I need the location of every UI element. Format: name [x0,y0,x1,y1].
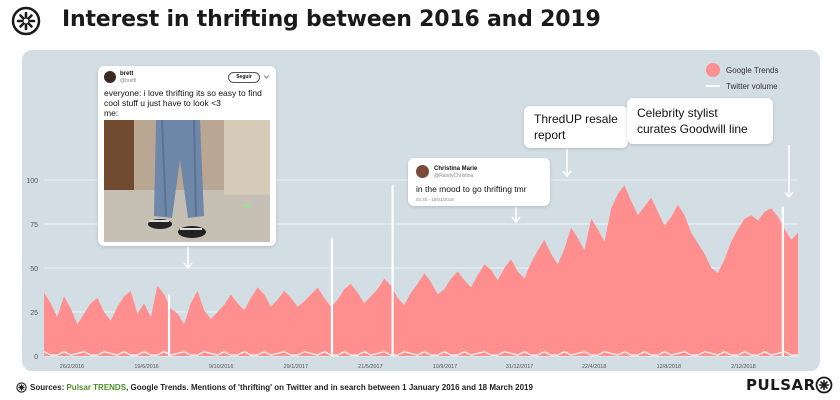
x-tick-label: 22/4/2018 [582,364,606,370]
footer-rest: , Google Trends. Mentions of 'thrifting'… [126,383,533,392]
footer-prefix: Sources: [30,383,65,392]
x-tick-label: 29/1/2017 [284,364,308,370]
callout-celebrity-text: Celebrity stylist curates Goodwill line [637,105,748,137]
callout-line: ThredUP resale [534,112,618,126]
x-tick-label: 26/2/2016 [60,364,84,370]
header: Interest in thrifting between 2016 and 2… [0,0,840,44]
callout-celebrity: Celebrity stylist curates Goodwill line [627,98,773,144]
tweet-timestamp: 04:40 - 15/01/2018 [416,197,454,202]
google-trends-area [44,185,798,356]
x-tick-label: 2/12/2018 [731,364,755,370]
avatar [104,71,116,83]
callout-line: report [534,128,566,142]
y-tick-label: 25 [30,310,38,317]
follow-button[interactable]: Seguir [228,72,260,83]
tweet-text: everyone: i love thrifting its so easy t… [104,88,272,118]
arrow-thredup-head [562,170,572,178]
x-tick-label: 10/9/2017 [433,364,457,370]
legend-swatch-area [706,63,720,77]
legend-label-google-trends: Google Trends [726,65,779,75]
y-tick-label: 0 [34,354,38,361]
footer-source-link[interactable]: Pulsar TRENDS [66,383,127,392]
callout-thredup: ThredUP resale report [524,106,628,148]
x-tick-label: 12/8/2018 [657,364,681,370]
arrow-tweet1-head [183,262,193,270]
tweet-photo [104,120,270,242]
arrow-tweet2-head [511,216,521,224]
jeans-photo-image [104,120,270,242]
x-tick-label: 31/12/2017 [506,364,534,370]
pulsar-logo-icon [11,6,41,36]
tweet-text: in the mood to go thrifting tmr [416,184,527,194]
tweet-author-name: brett [120,71,134,77]
tweet-author-name: Christina Marie [434,166,478,172]
pulsar-small-icon [16,382,27,393]
page-title: Interest in thrifting between 2016 and 2… [62,7,601,32]
tweet-card-brett: brett @brettl Seguir everyone: i love th… [98,66,276,246]
x-tick-label: 21/5/2017 [358,364,382,370]
chart-panel: 0 25 50 75 100 26/2/2016 19/6/2016 9/10/2016 29/… [22,50,820,371]
y-tick-label: 50 [30,266,38,273]
chevron-down-icon[interactable] [263,74,270,80]
tweet-text-line: cool stuff u just have to look <3 [104,98,221,108]
legend-item-twitter-volume: Twitter volume [706,78,778,94]
callout-thredup-text: ThredUP resale report [534,111,618,143]
tweet-text-line: everyone: i love thrifting its so easy t… [104,88,262,98]
legend-label-twitter-volume: Twitter volume [726,81,778,91]
pulsar-brand-icon [815,376,833,394]
legend-item-google-trends: Google Trends [706,62,778,78]
x-tick-label: 9/10/2016 [209,364,233,370]
tweet-card-christina: Christina Marie @RandyChristina in the m… [408,158,550,206]
arrow-celebrity-head [784,191,794,199]
tweet-author-handle: @RandyChristina [434,173,474,179]
callout-line: curates Goodwill line [637,122,748,136]
y-tick-label: 100 [26,178,38,185]
callout-line: Celebrity stylist [637,106,718,120]
tweet-author-handle: @brettl [120,78,137,84]
tweet-text-line: me: [104,108,119,118]
avatar [416,165,429,178]
brand-wordmark: PULSAR [746,376,816,394]
footer-sources: Sources: Pulsar TRENDS, Google Trends. M… [30,383,533,392]
x-tick-label: 19/6/2016 [134,364,158,370]
y-tick-label: 75 [30,222,38,229]
legend-swatch-line [706,85,720,87]
legend: Google Trends Twitter volume [706,62,778,94]
